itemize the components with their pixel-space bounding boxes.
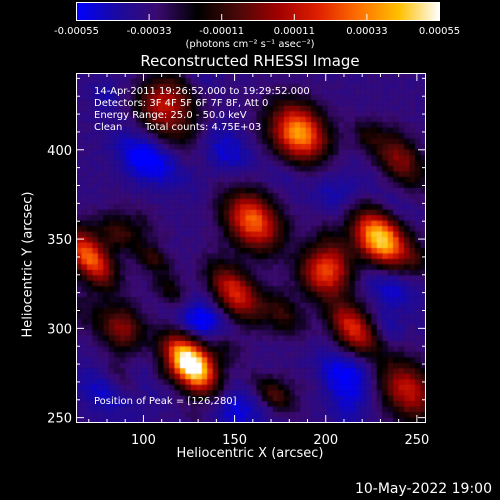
colorbar-tick-label: -0.00055: [54, 26, 99, 37]
y-tick-label: 300: [47, 322, 72, 337]
x-tick-label: 250: [404, 433, 429, 448]
colorbar-gradient: [76, 2, 440, 21]
y-axis-label: Heliocentric Y (arcsec): [20, 191, 36, 338]
annotation-counts: Total counts: 4.75E+03: [145, 122, 262, 133]
colorbar-tick-label: 0.00011: [273, 26, 315, 37]
x-tick-label: 100: [131, 433, 156, 448]
colorbar: [76, 2, 440, 21]
colorbar-tick-label: -0.00033: [126, 26, 172, 37]
x-axis-label: Heliocentric X (arcsec): [176, 446, 324, 461]
colorbar-tick-label: 0.00033: [346, 26, 388, 37]
plot-title: Reconstructed RHESSI Image: [140, 52, 360, 70]
y-tick-label: 350: [47, 233, 72, 248]
x-tick-label: 150: [222, 433, 247, 448]
x-tick-label: 200: [313, 433, 338, 448]
colorbar-units: (photons cm⁻² s⁻¹ asec⁻²): [185, 39, 315, 50]
annotation-peak: Position of Peak = [126,280]: [94, 396, 237, 407]
y-tick-label: 250: [47, 412, 72, 427]
plot-frame: [76, 73, 426, 423]
x-axis-ticks: 100 150 200 250: [88, 73, 429, 448]
annotation-detectors: Detectors: 3F 4F 5F 6F 7F 8F, Att 0: [94, 98, 269, 109]
y-axis-ticks: 250 300 350 400: [47, 77, 426, 427]
colorbar-tick-label: -0.00011: [199, 26, 245, 37]
annotation-time: 14-Apr-2011 19:26:52.000 to 19:29:52.000: [94, 86, 310, 97]
colorbar-tick-labels: -0.00055 -0.00033 -0.00011 0.00011 0.00033 0.…: [54, 26, 460, 40]
annotation-energy: Energy Range: 25.0 - 50.0 keV: [94, 110, 247, 121]
colorbar-tick-label: 0.00055: [418, 26, 461, 37]
colorbar-ticks: [76, 14, 440, 21]
y-tick-label: 400: [47, 144, 72, 159]
footer-date: 10-May-2022 19:00: [354, 481, 492, 497]
heatmap-image: [76, 73, 426, 423]
annotation-method: Clean: [94, 122, 123, 133]
